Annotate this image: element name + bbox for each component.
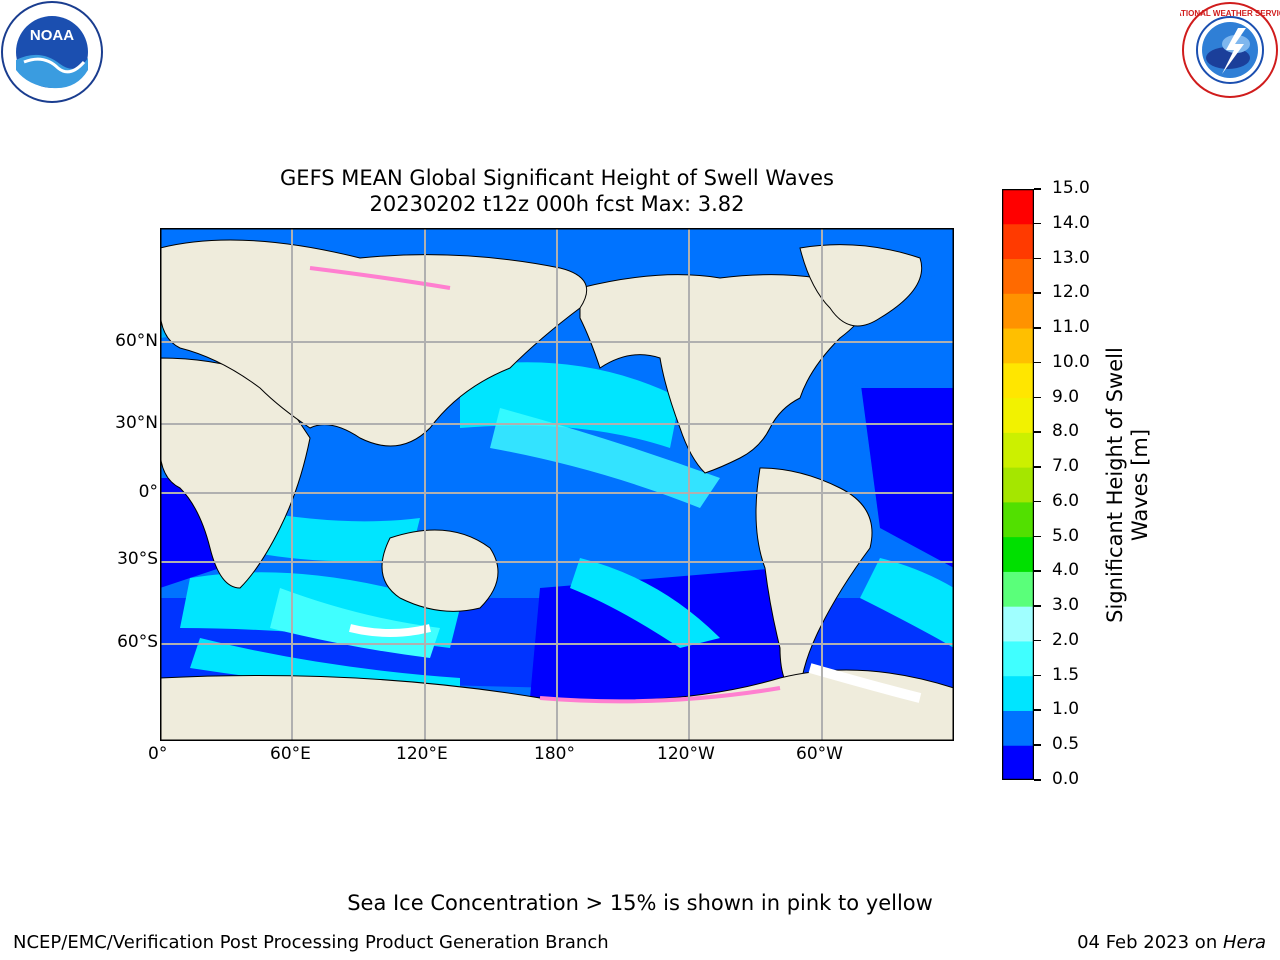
colorbar-tick-mark	[1034, 361, 1041, 364]
colorbar-bin	[1002, 258, 1034, 294]
colorbar-tick-label: 0.0	[1052, 769, 1080, 789]
nws-wordmark: NATIONAL WEATHER SERVICE	[1180, 9, 1280, 18]
colorbar	[1001, 188, 1035, 781]
lat-label-60n: 60°N	[115, 331, 158, 351]
colorbar-tick-mark	[1034, 222, 1041, 225]
lat-label-30n: 30°N	[115, 413, 158, 433]
colorbar-tick-label: 15.0	[1052, 178, 1090, 198]
colorbar-tick-mark	[1034, 327, 1041, 329]
noaa-logo: NOAA	[0, 0, 104, 104]
colorbar-tick-label: 7.0	[1052, 456, 1080, 477]
colorbar-tick-mark	[1034, 570, 1041, 572]
sea-ice-note: Sea Ice Concentration > 15% is shown in …	[347, 891, 933, 915]
colorbar-label: Significant Height of Swell Waves [m]	[1103, 285, 1153, 685]
lat-label-60s: 60°S	[117, 632, 158, 652]
run-date-text: 04 Feb 2023 on	[1077, 932, 1223, 953]
colorbar-tick-label: 5.0	[1052, 525, 1080, 546]
colorbar-tick-label: 12.0	[1052, 282, 1090, 303]
colorbar-bin	[1002, 397, 1034, 433]
noaa-wordmark: NOAA	[30, 27, 74, 44]
lon-label-0: 0°	[148, 744, 168, 764]
colorbar-tick-label: 9.0	[1052, 386, 1080, 407]
title-line-1: GEFS MEAN Global Significant Height of S…	[280, 166, 834, 190]
host-name: Hera	[1222, 932, 1266, 953]
run-date: 04 Feb 2023 on Hera	[1077, 932, 1266, 953]
colorbar-tick-mark	[1034, 709, 1041, 711]
colorbar-bin	[1002, 571, 1034, 607]
colorbar-bin	[1002, 293, 1034, 329]
chart-title: GEFS MEAN Global Significant Height of S…	[160, 165, 954, 217]
colorbar-tick-mark	[1034, 396, 1041, 399]
colorbar-tick-mark	[1034, 535, 1041, 538]
gridlines	[160, 228, 954, 741]
colorbar-tick-mark	[1034, 500, 1041, 503]
colorbar-tick-label: 3.0	[1052, 595, 1080, 616]
colorbar-bin	[1002, 536, 1034, 572]
colorbar-tick-label: 2.0	[1052, 629, 1080, 650]
lat-label-eq: 0°	[138, 482, 158, 502]
colorbar-tick-label: 1.5	[1052, 664, 1080, 685]
colorbar-tick-mark	[1034, 466, 1041, 468]
lon-label-60w: 60°W	[796, 744, 843, 764]
colorbar-bin	[1002, 432, 1034, 468]
lon-label-180: 180°	[534, 744, 575, 764]
colorbar-bin	[1002, 328, 1034, 364]
colorbar-tick-label: 4.0	[1052, 560, 1080, 581]
swell-height-map	[159, 227, 960, 742]
colorbar-bin	[1002, 501, 1034, 538]
colorbar-label-line-1: Significant Height of Swell	[1103, 347, 1127, 623]
colorbar-tick-label: 14.0	[1052, 212, 1090, 233]
colorbar-bin	[1002, 710, 1034, 746]
colorbar-label-line-2: Waves [m]	[1128, 428, 1152, 542]
producer-credit: NCEP/EMC/Verification Post Processing Pr…	[13, 932, 609, 953]
nws-logo: NATIONAL WEATHER SERVICE	[1170, 0, 1280, 100]
colorbar-tick-mark	[1034, 292, 1041, 294]
colorbar-tick-mark	[1034, 674, 1041, 677]
colorbar-tick-mark	[1034, 744, 1041, 746]
title-line-2: 20230202 t12z 000h fcst Max: 3.82	[369, 192, 745, 216]
colorbar-tick-mark	[1034, 779, 1041, 781]
colorbar-tick-label: 10.0	[1052, 351, 1090, 372]
colorbar-tick-mark	[1034, 257, 1041, 260]
lon-label-120e: 120°E	[396, 744, 448, 764]
map-frame	[159, 227, 955, 742]
colorbar-tick-label: 0.5	[1052, 734, 1080, 755]
colorbar-bin	[1002, 189, 1034, 225]
lat-label-30s: 30°S	[117, 549, 158, 569]
colorbar-tick-label: 11.0	[1052, 317, 1090, 338]
colorbar-bin	[1002, 745, 1034, 781]
colorbar-tick-label: 6.0	[1052, 490, 1080, 511]
colorbar-tick-mark	[1034, 188, 1041, 190]
colorbar-tick-label: 1.0	[1052, 699, 1080, 720]
colorbar-bin	[1002, 467, 1034, 503]
colorbar-tick-mark	[1034, 639, 1041, 642]
colorbar-tick-label: 13.0	[1052, 247, 1090, 268]
colorbar-bin	[1002, 606, 1034, 642]
colorbar-tick-mark	[1034, 431, 1041, 433]
colorbar-bin	[1002, 640, 1034, 677]
colorbar-bin	[1002, 223, 1034, 260]
lon-label-120w: 120°W	[657, 744, 715, 764]
colorbar-bin	[1002, 675, 1034, 711]
lon-label-60e: 60°E	[270, 744, 311, 764]
colorbar-bin	[1002, 362, 1034, 399]
colorbar-frame	[1001, 188, 1035, 781]
colorbar-tick-mark	[1034, 605, 1041, 607]
colorbar-tick-label: 8.0	[1052, 421, 1080, 442]
